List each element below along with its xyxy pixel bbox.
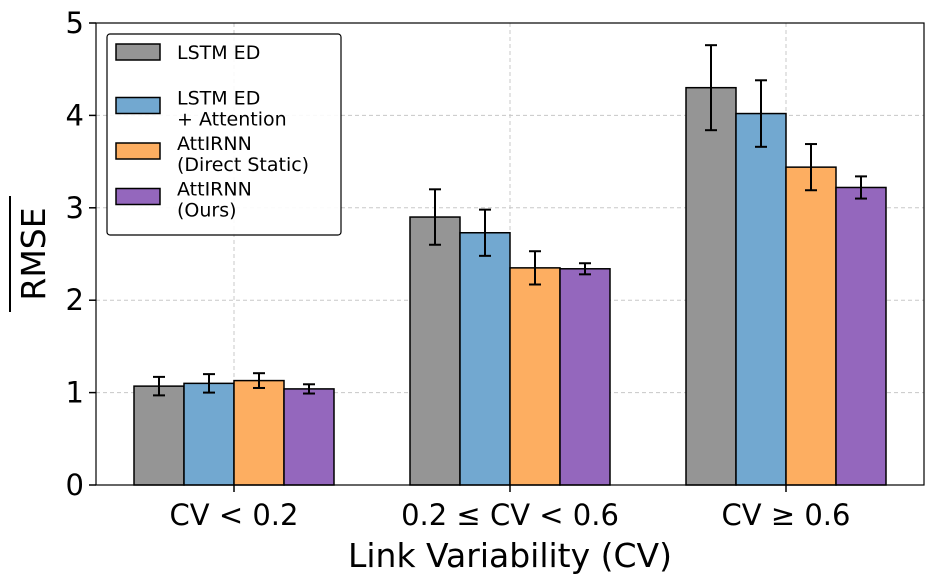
legend-label: LSTM ED [177,88,260,110]
legend-label: (Ours) [177,200,237,222]
bars [133,86,887,486]
bar [409,216,461,486]
x-axis-ticks: CV < 0.2 0.2 ≤ CV < 0.6 CV ≥ 0.6 [170,485,851,532]
y-axis-label: RMSE [14,207,53,300]
y-tick-label: 3 [66,191,84,225]
x-tick-label: CV ≥ 0.6 [722,498,851,532]
bar [509,267,561,486]
x-tick-label: 0.2 ≤ CV < 0.6 [401,498,619,532]
y-tick-label: 5 [66,6,84,40]
bar [735,112,787,486]
y-axis-ticks: 0 1 2 3 4 5 [66,6,96,502]
error-bars [153,44,867,397]
y-axis-label-group: RMSE [9,196,53,312]
bar [559,268,611,486]
y-tick-label: 1 [66,376,84,410]
bar [685,86,737,486]
legend-swatch [115,187,161,206]
legend-swatch [115,96,161,115]
y-tick-label: 0 [66,468,84,502]
bar [183,382,235,486]
x-tick-label: CV < 0.2 [170,498,299,532]
legend-label: + Attention [177,109,287,131]
bar [459,231,511,486]
x-axis-label: Link Variability (CV) [348,536,672,575]
legend-label: AttIRNN [177,179,252,201]
legend-box [106,33,342,236]
bar [835,186,887,486]
bar [133,385,185,486]
bar [785,166,837,486]
y-tick-label: 2 [66,283,84,317]
legend-swatch [115,142,161,160]
bar [233,379,285,486]
bar [283,388,335,486]
legend-label: LSTM ED [177,42,260,64]
legend-label: (Direct Static) [177,154,309,176]
legend-swatch [115,43,161,61]
legend-label: AttIRNN [177,133,252,155]
y-tick-label: 4 [66,98,84,132]
